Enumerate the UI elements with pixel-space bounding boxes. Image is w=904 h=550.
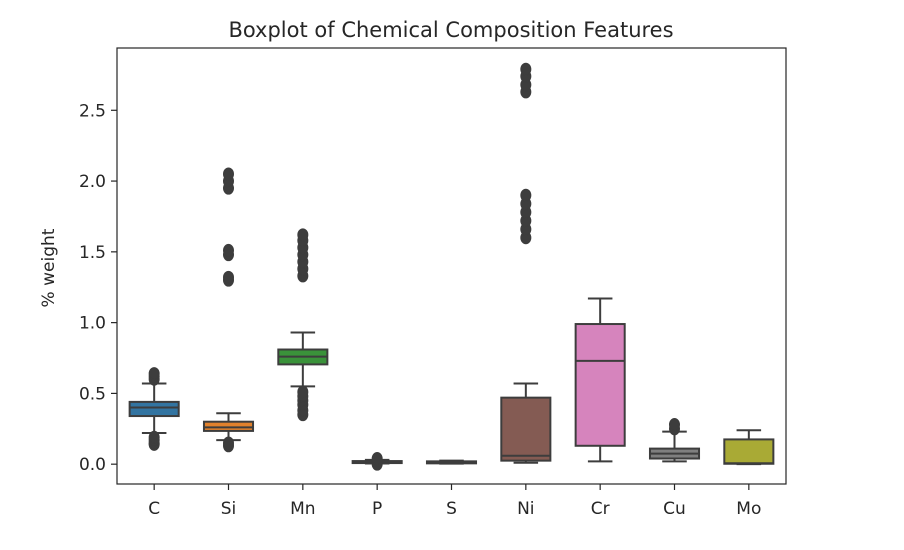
plot-area: 0.0 0.5 1.0 1.5 2.0 2.5 C Si Mn P S Ni Cr Cu Mo [79, 62, 775, 519]
outlier-point [371, 452, 383, 466]
plot-frame [116, 47, 787, 485]
outlier-point [297, 385, 309, 399]
outlier-point [223, 243, 234, 257]
box-c [128, 400, 180, 418]
outlier-point [223, 270, 234, 284]
y-tick-label: 0.0 [79, 455, 106, 475]
x-tick-label: Mn [290, 499, 315, 519]
outlier-point [669, 418, 680, 432]
x-tick-label: Mo [736, 499, 761, 519]
x-tick-label: S [446, 499, 457, 519]
outlier-point [148, 430, 160, 444]
outlier-point [297, 228, 309, 242]
x-tick-label: C [148, 499, 160, 519]
x-tick-label: P [372, 499, 382, 519]
x-tick-label: Cu [663, 499, 686, 519]
outlier-point [223, 167, 234, 181]
y-tick-label: 1.5 [79, 243, 106, 263]
box-si [202, 420, 255, 432]
y-tick-label: 2.0 [79, 172, 106, 192]
y-tick-label: 1.0 [79, 314, 106, 334]
x-tick-label: Si [221, 499, 237, 519]
box-cr [574, 323, 626, 447]
box-ni [500, 396, 552, 462]
y-tick-label: 2.5 [79, 101, 106, 121]
box-mo [723, 438, 775, 465]
outlier-point [148, 367, 160, 381]
outlier-point [520, 62, 532, 76]
y-axis-label: % weight [39, 228, 59, 307]
outlier-point [520, 188, 532, 202]
x-tick-label: Cr [591, 499, 610, 519]
x-tick-label: Ni [517, 499, 534, 519]
y-tick-label: 0.5 [79, 384, 106, 404]
chart-title: Boxplot of Chemical Composition Features [228, 18, 673, 42]
outlier-point [223, 436, 234, 450]
